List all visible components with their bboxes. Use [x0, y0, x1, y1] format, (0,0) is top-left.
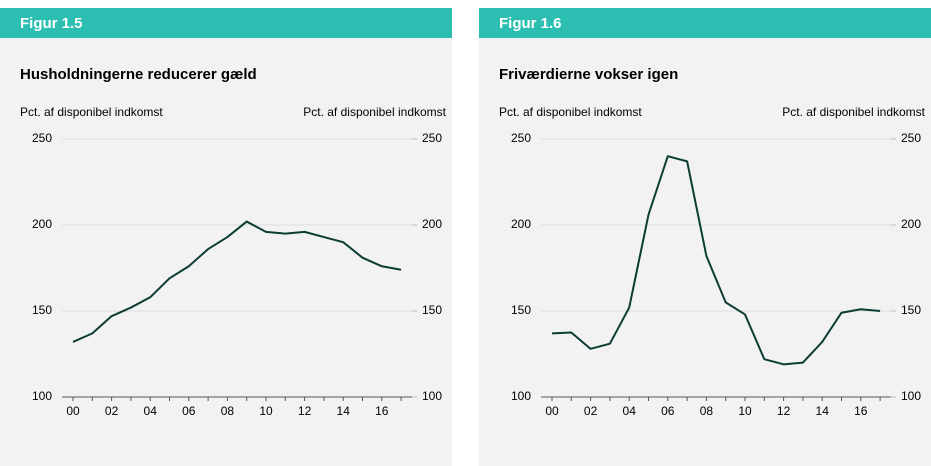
x-tick-label: 10 — [259, 404, 273, 418]
data-line — [72, 220, 402, 343]
x-tick-label: 12 — [298, 404, 312, 418]
y-tick-label: 200 — [32, 217, 52, 231]
x-tick-label: 06 — [661, 404, 675, 418]
panel-background — [479, 8, 931, 466]
data-line — [551, 155, 881, 366]
y-tick-label: 100 — [511, 389, 531, 403]
x-tick-label: 16 — [375, 404, 389, 418]
x-tick-label: 14 — [816, 404, 830, 418]
panel: Figur 1.6 Friværdierne vokser igen Pct. af… — [479, 8, 931, 466]
figure-label: Figur 1.6 — [499, 15, 562, 32]
y2-tick-label: 200 — [901, 217, 921, 231]
y-tick-label: 100 — [32, 389, 52, 403]
y-tick-label: 250 — [32, 131, 52, 145]
figure-label: Figur 1.5 — [20, 15, 83, 32]
x-tick-label: 02 — [584, 404, 598, 418]
x-tick-label: 14 — [337, 404, 351, 418]
y2-axis-label: Pct. af disponibel indkomst — [782, 105, 925, 119]
y-tick-label: 150 — [511, 303, 531, 317]
y2-tick-label: 100 — [422, 389, 442, 403]
y2-tick-label: 150 — [422, 303, 442, 317]
y-axis-label: Pct. af disponibel indkomst — [499, 105, 642, 119]
x-tick-label: 04 — [623, 404, 637, 418]
x-tick-label: 04 — [144, 404, 158, 418]
x-tick-label: 08 — [221, 404, 235, 418]
x-tick-label: 00 — [545, 404, 559, 418]
y2-axis-label: Pct. af disponibel indkomst — [303, 105, 446, 119]
panel-header — [0, 8, 452, 38]
y2-tick-label: 250 — [901, 131, 921, 145]
x-tick-label: 06 — [182, 404, 196, 418]
chart-title: Friværdierne vokser igen — [499, 66, 678, 83]
x-tick-label: 12 — [777, 404, 791, 418]
panel-header — [479, 8, 931, 38]
y-tick-label: 250 — [511, 131, 531, 145]
y-tick-label: 150 — [32, 303, 52, 317]
x-tick-label: 10 — [738, 404, 752, 418]
y2-tick-label: 150 — [901, 303, 921, 317]
x-tick-label: 08 — [700, 404, 714, 418]
chart-title: Husholdningerne reducerer gæld — [20, 66, 257, 83]
y2-tick-label: 200 — [422, 217, 442, 231]
y2-tick-label: 100 — [901, 389, 921, 403]
x-tick-label: 00 — [66, 404, 80, 418]
y-tick-label: 200 — [511, 217, 531, 231]
y-axis-label: Pct. af disponibel indkomst — [20, 105, 163, 119]
y2-tick-label: 250 — [422, 131, 442, 145]
x-tick-label: 16 — [854, 404, 868, 418]
x-tick-label: 02 — [105, 404, 119, 418]
panel: Figur 1.5 Husholdningerne reducerer gæld P… — [0, 8, 452, 466]
